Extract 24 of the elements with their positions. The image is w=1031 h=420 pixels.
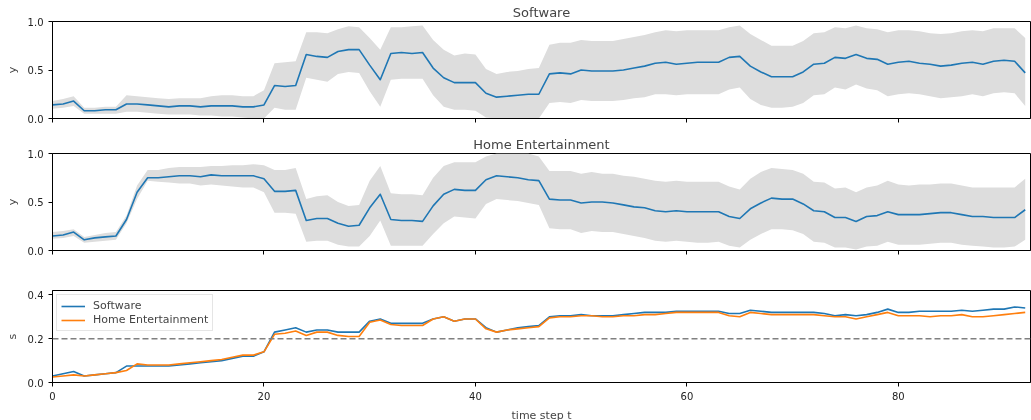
y-tick-label: 0.5 [27,65,44,76]
x-tick-label: 40 [469,390,482,402]
legend-label: Home Entertainment [93,313,209,326]
y-tick-label: 1.0 [27,148,44,160]
x-tick-label: 0 [49,390,56,402]
line-series [52,174,1027,241]
y-tick-label: 1.0 [27,16,44,28]
y-axis-title: y [5,198,19,206]
x-tick-label: 20 [257,390,271,402]
y-axis-title: y [5,66,19,74]
y-axis-title: s [5,333,19,340]
y-tick-label: 0.0 [27,113,44,125]
line-series [52,48,1027,112]
y-tick-label: 0.4 [27,289,44,301]
x-axis-title: time step t [511,408,573,420]
chart-title: Home Entertainment [473,136,610,152]
x-tick-label: 60 [680,390,694,402]
y-tick-label: 0.0 [27,377,44,389]
legend-label: Software [93,299,142,312]
y-tick-label: 0.0 [27,245,44,257]
y-tick-label: 0.2 [27,333,44,345]
x-tick-label: 80 [891,390,905,402]
chart-title: Software [512,4,571,20]
y-tick-label: 0.5 [27,197,44,208]
